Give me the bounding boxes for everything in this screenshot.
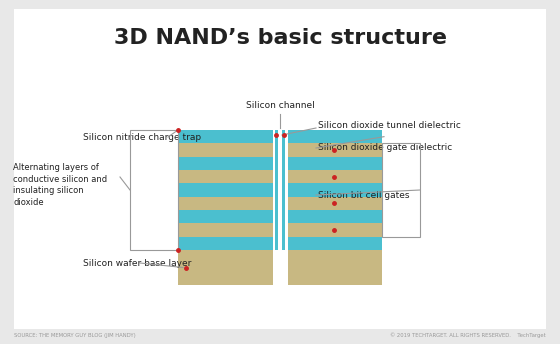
Text: Silicon wafer base layer: Silicon wafer base layer <box>83 258 192 268</box>
Text: Silicon nitride charge trap: Silicon nitride charge trap <box>83 132 201 141</box>
Bar <box>273 130 288 285</box>
Text: Alternating layers of
conductive silicon and
insulating silicon
dioxide: Alternating layers of conductive silicon… <box>13 163 107 207</box>
Text: © 2019 TECHTARGET. ALL RIGHTS RESERVED.    TechTarget: © 2019 TECHTARGET. ALL RIGHTS RESERVED. … <box>390 332 546 338</box>
Bar <box>178 183 382 197</box>
Text: SOURCE: THE MEMORY GUY BLOG (JIM HANDY): SOURCE: THE MEMORY GUY BLOG (JIM HANDY) <box>14 333 136 338</box>
Bar <box>382 143 420 237</box>
Bar <box>178 197 382 210</box>
Bar <box>178 170 382 183</box>
Text: Silicon channel: Silicon channel <box>246 101 314 110</box>
Text: Silicon bit cell gates: Silicon bit cell gates <box>318 191 409 200</box>
Bar <box>130 130 178 250</box>
Bar <box>178 250 382 285</box>
Text: Silicon dioxide gate dielectric: Silicon dioxide gate dielectric <box>318 143 452 152</box>
Bar <box>275 130 278 250</box>
Bar <box>178 237 382 250</box>
Bar <box>282 130 285 250</box>
Text: Silicon dioxide tunnel dielectric: Silicon dioxide tunnel dielectric <box>318 121 461 130</box>
Text: 3D NAND’s basic structure: 3D NAND’s basic structure <box>114 28 446 48</box>
Bar <box>178 223 382 237</box>
Bar <box>178 210 382 223</box>
Bar <box>178 143 382 157</box>
Bar <box>178 157 382 170</box>
Bar <box>178 130 382 143</box>
